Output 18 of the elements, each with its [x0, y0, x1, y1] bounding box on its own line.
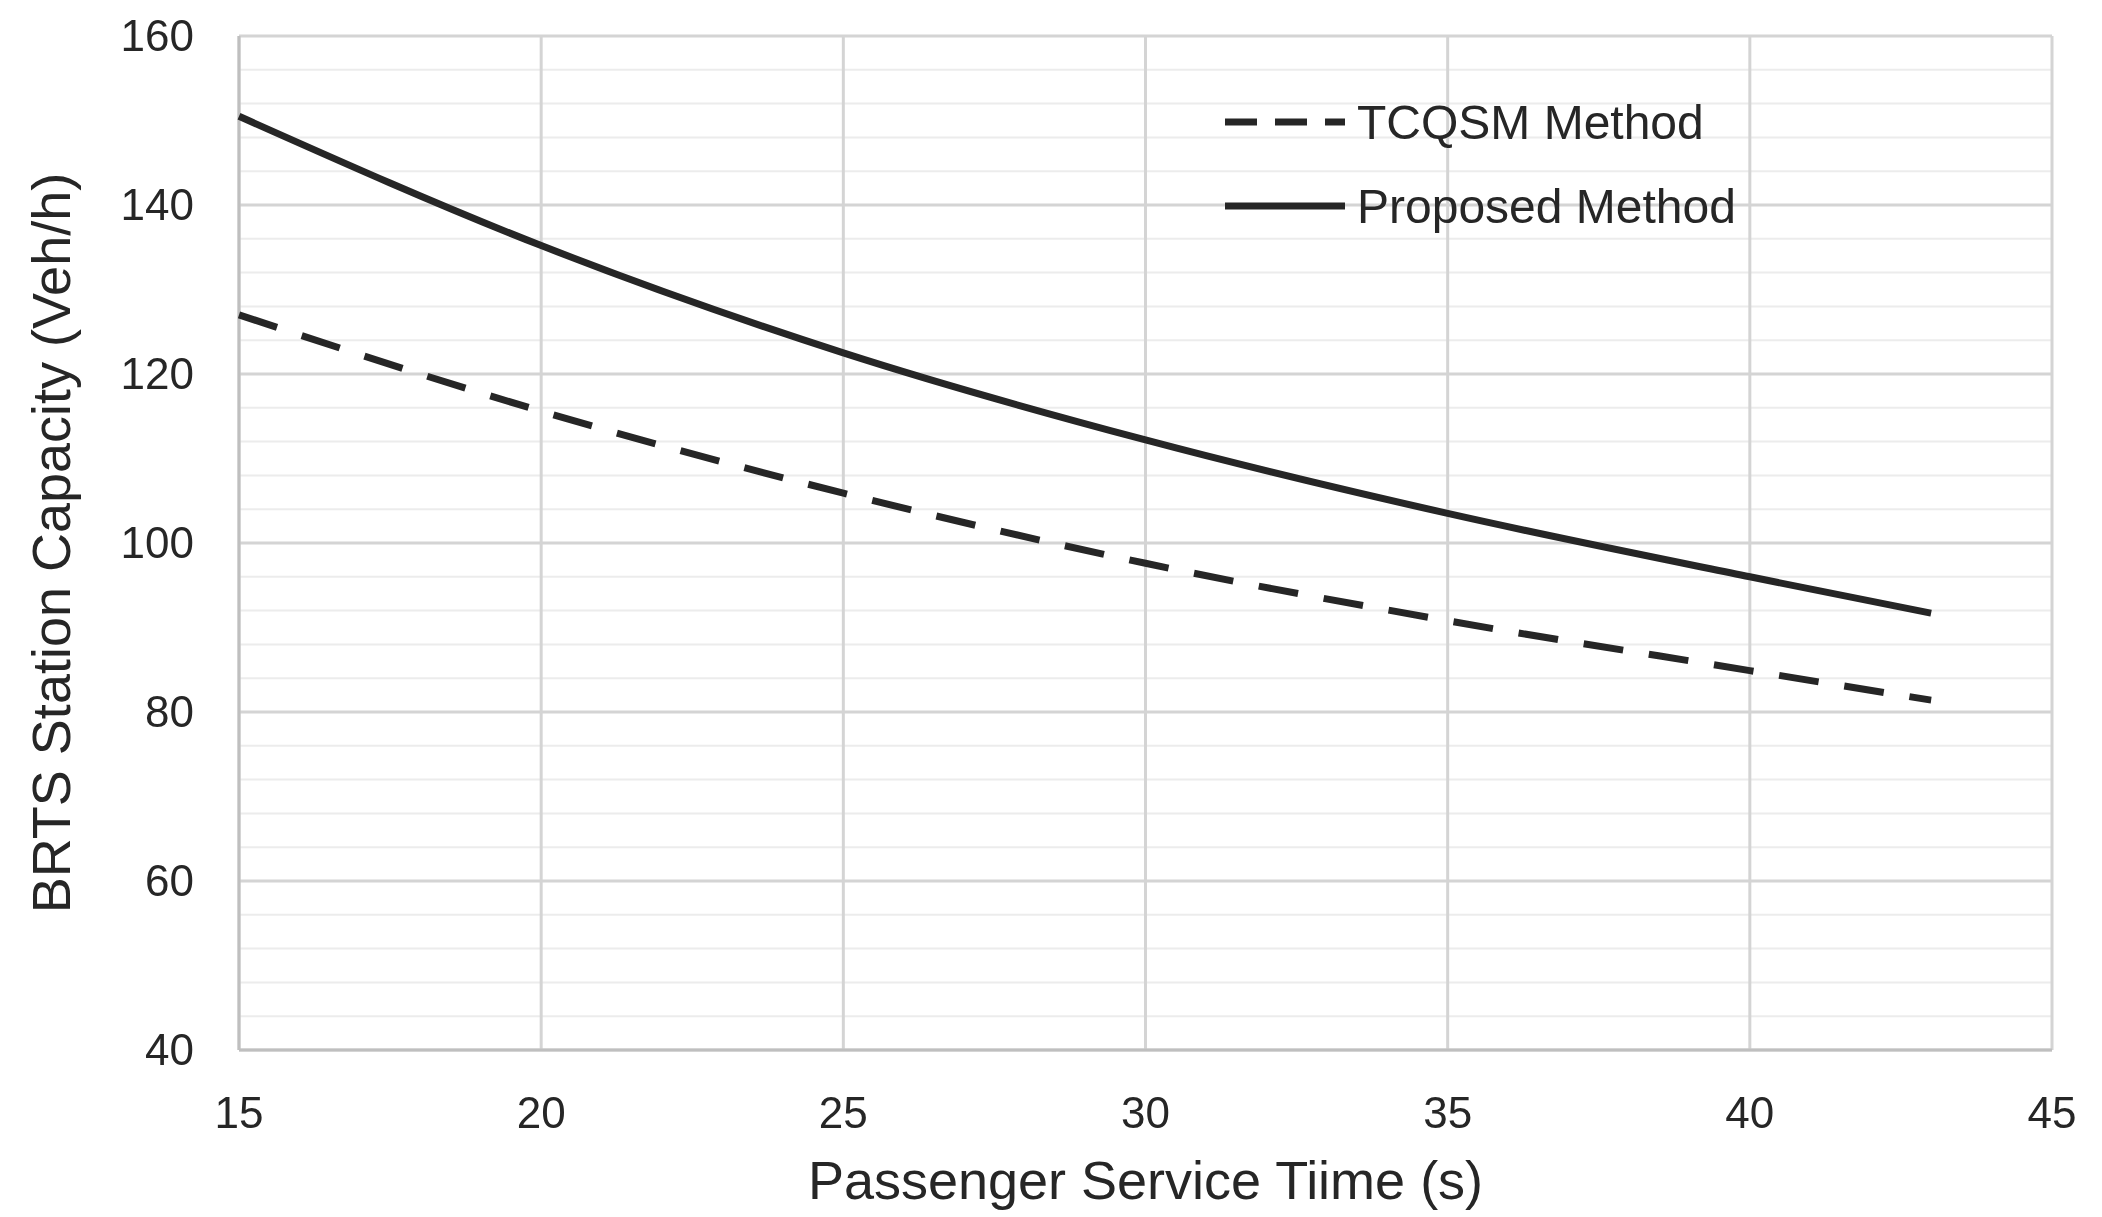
- x-tick-label: 40: [1725, 1088, 1775, 1137]
- x-tick-label: 25: [818, 1088, 868, 1137]
- x-tick-label: 35: [1423, 1088, 1473, 1137]
- y-tick-label: 40: [145, 1025, 194, 1075]
- legend-label: Proposed Method: [1357, 179, 1736, 233]
- x-tick-label: 30: [1121, 1088, 1170, 1137]
- x-tick-label: 45: [2027, 1088, 2077, 1137]
- x-axis-title: Passenger Service Tiime (s): [807, 1150, 1484, 1210]
- legend-label: TCQSM Method: [1357, 95, 1704, 149]
- y-tick-label: 80: [145, 687, 194, 737]
- x-tick-label: 15: [214, 1088, 264, 1137]
- y-axis-title: BRTS Station Capacity (Veh/h): [21, 172, 81, 914]
- y-tick-label: 160: [120, 11, 194, 61]
- x-tick-label: 20: [516, 1088, 566, 1137]
- y-tick-label: 140: [120, 180, 194, 230]
- y-tick-label: 60: [145, 856, 194, 906]
- y-tick-label: 100: [120, 518, 194, 568]
- y-tick-label: 120: [120, 349, 194, 399]
